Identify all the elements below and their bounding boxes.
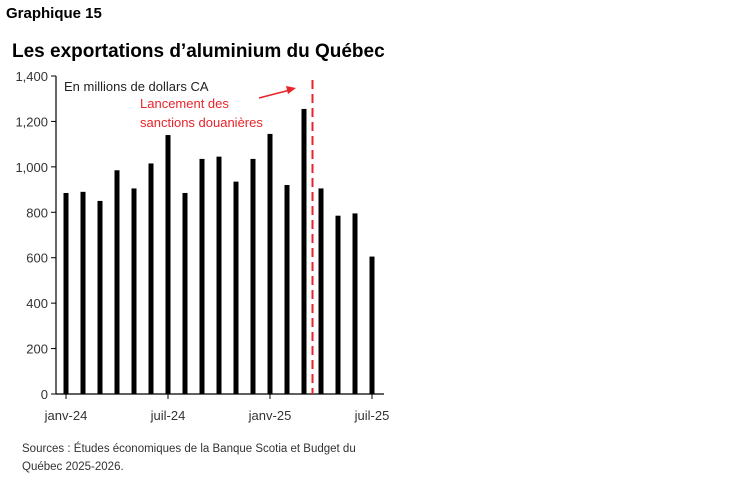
x-tick-label: janv-25 [248, 408, 292, 423]
unit-label: En millions de dollars CA [64, 79, 209, 94]
bar [369, 256, 375, 394]
bar [233, 181, 239, 394]
y-tick-label: 800 [26, 205, 48, 220]
y-tick-label: 400 [26, 296, 48, 311]
bar [165, 135, 171, 395]
bar [250, 158, 256, 394]
bars [63, 108, 375, 395]
bar [80, 191, 86, 394]
annotation: Lancement des sanctions douanières [140, 80, 314, 394]
annotation-line-1: Lancement des [140, 96, 229, 111]
bar [284, 185, 290, 394]
bar [335, 215, 341, 394]
bar [318, 188, 324, 394]
bar [148, 163, 154, 394]
bar [182, 192, 188, 394]
bar [267, 133, 273, 394]
y-tick-label: 0 [41, 387, 48, 402]
y-tick-label: 1,200 [15, 114, 48, 129]
bar [131, 188, 137, 394]
bar [352, 213, 358, 394]
y-axis: 0 200 400 600 800 1,000 1,200 1,400 [15, 69, 57, 402]
x-tick-label: janv-24 [44, 408, 88, 423]
annotation-arrowhead [286, 86, 296, 94]
x-tick-label: juil-24 [150, 408, 186, 423]
chart-number-label: Graphique 15 [6, 5, 102, 22]
bar [97, 200, 103, 394]
x-tick-label: juil-25 [354, 408, 390, 423]
annotation-line-2: sanctions douanières [140, 115, 263, 130]
bar [63, 192, 69, 394]
y-tick-label: 1,000 [15, 160, 48, 175]
y-tick-label: 600 [26, 251, 48, 266]
annotation-arrow [258, 89, 291, 99]
x-axis: janv-24 juil-24 janv-25 juil-25 [44, 393, 390, 423]
bar [199, 158, 205, 394]
bar [114, 170, 120, 394]
y-tick-label: 200 [26, 342, 48, 357]
chart-title: Les exportations d’aluminium du Québec [12, 41, 385, 62]
bar [216, 156, 222, 394]
source-note: Sources : Études économiques de la Banqu… [22, 443, 356, 473]
bar [301, 108, 307, 394]
y-tick-label: 1,400 [15, 69, 48, 84]
